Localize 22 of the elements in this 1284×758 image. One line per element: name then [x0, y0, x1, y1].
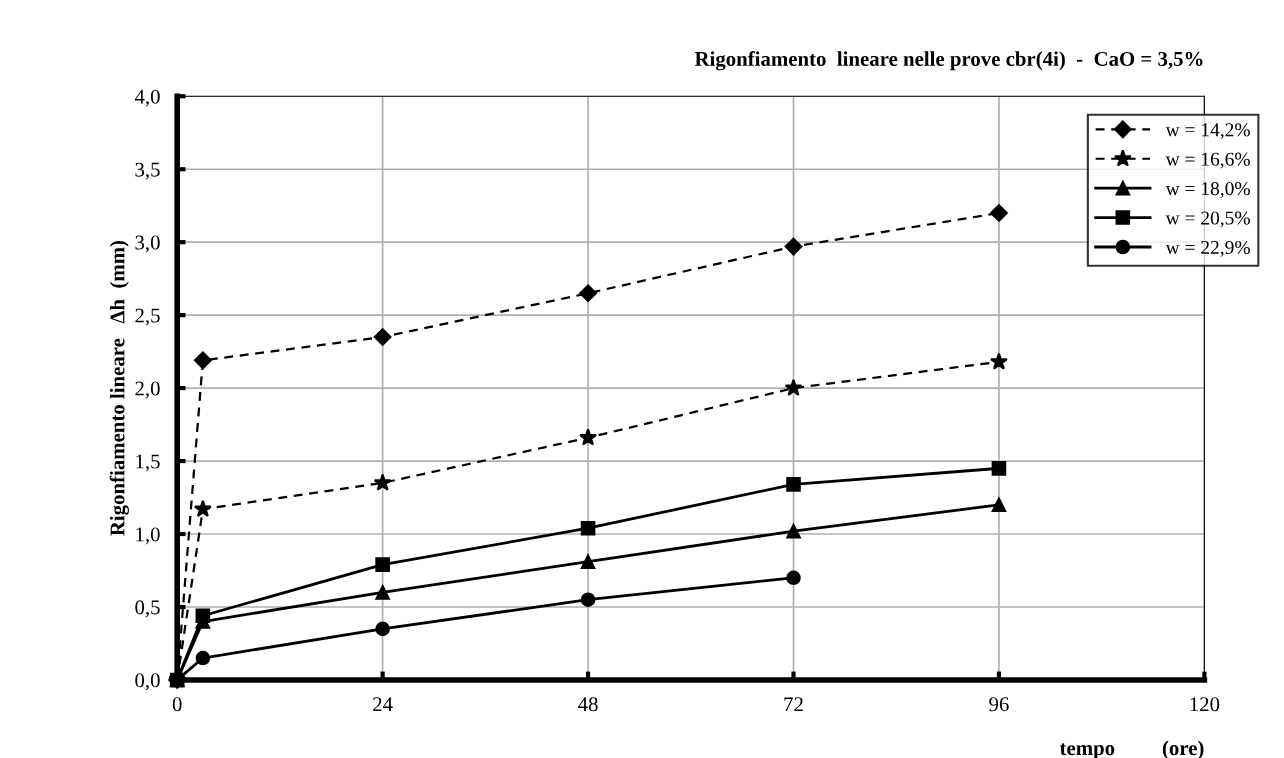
- legend-label: w = 16,6%: [1165, 152, 1250, 169]
- legend-label: w = 22,9%: [1165, 240, 1250, 257]
- x-tick-label: 96: [989, 697, 1009, 712]
- y-tick-label: 3,5: [135, 162, 160, 180]
- legend-label: w = 20,5%: [1165, 211, 1250, 228]
- legend-label: w = 18,0%: [1165, 182, 1250, 198]
- x-tick-label: 120: [1190, 697, 1220, 712]
- y-tick-label: 2,0: [135, 381, 160, 399]
- y-axis-title: Rigonfiamento lineare Δh (mm): [109, 240, 129, 536]
- y-tick-label: 4,0: [134, 89, 160, 107]
- y-tick-label: 2,5: [135, 308, 160, 326]
- y-tick-label: 0,5: [135, 600, 160, 618]
- y-tick-label: 0,0: [135, 673, 160, 691]
- y-tick-label: 1,0: [136, 527, 160, 545]
- x-tick-label: 24: [373, 697, 393, 712]
- y-tick-label: 3,0: [135, 235, 160, 253]
- x-tick-label: 0: [172, 697, 182, 712]
- y-tick-label: 1,5: [136, 454, 160, 472]
- chart-title: Rigonfiamento lineare nelle prove cbr(4i) - CaO = 3,5%: [694, 51, 1203, 71]
- legend-label: w = 14,2%: [1165, 123, 1250, 140]
- x-tick-label: 48: [578, 697, 598, 712]
- x-tick-label: 72: [784, 697, 803, 712]
